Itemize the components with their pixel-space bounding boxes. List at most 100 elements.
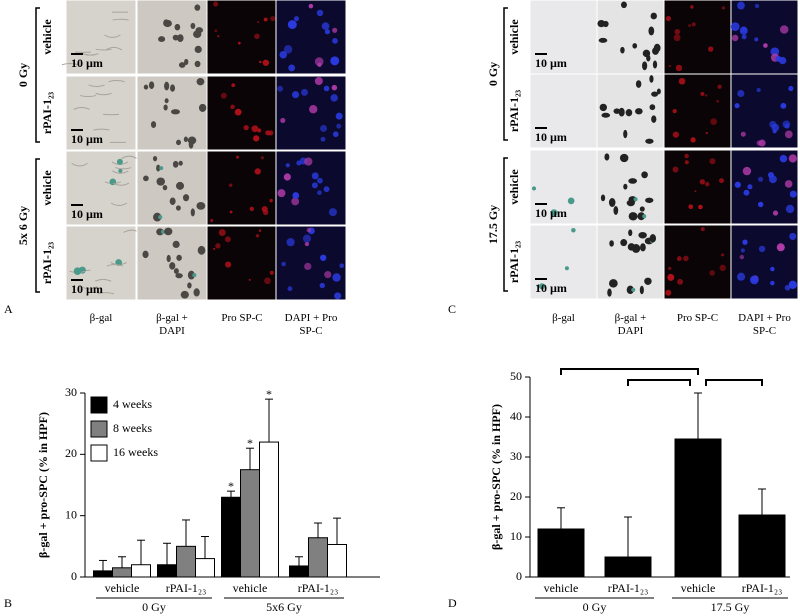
panel-letter: D <box>448 596 457 610</box>
nucleus <box>172 160 179 168</box>
dapi-signal <box>757 201 764 208</box>
dapi-signal <box>308 3 314 9</box>
nucleus <box>648 26 655 36</box>
group-label: 0 Gy <box>583 600 607 614</box>
dapi-signal <box>731 34 739 42</box>
dapi-signal <box>740 248 745 253</box>
nucleus <box>150 121 157 128</box>
column-label: β-gal + DAPI <box>156 312 188 337</box>
bar <box>131 564 151 578</box>
nucleus <box>623 183 628 190</box>
prospc-signal <box>717 84 722 89</box>
bgal-stain <box>571 227 576 233</box>
legend-label: 8 weeks <box>113 421 152 435</box>
group-label: 17.5 Gy <box>711 600 750 614</box>
cell-outline <box>104 34 121 38</box>
dapi-signal <box>747 184 753 190</box>
cell-outline <box>93 128 110 131</box>
bar <box>604 556 652 578</box>
y-tick-label: 20 <box>65 446 77 460</box>
bar <box>308 537 328 578</box>
prospc-signal <box>234 108 242 116</box>
nucleus <box>618 107 625 117</box>
prospc-signal <box>217 35 220 38</box>
prospc-signal <box>269 270 274 275</box>
dapi-signal <box>776 243 785 252</box>
prospc-signal <box>704 181 710 187</box>
dapi-signal <box>784 130 793 139</box>
bar <box>327 543 347 578</box>
dapi-signal <box>769 120 777 128</box>
prospc-signal <box>213 247 216 250</box>
dapi-signal <box>292 91 300 99</box>
nucleus <box>190 22 196 30</box>
dapi-signal <box>730 22 740 32</box>
dapi-signal <box>739 26 748 35</box>
dapi-signal <box>279 51 287 59</box>
nucleus <box>194 45 202 54</box>
nucleus <box>194 4 201 11</box>
prospc-signal <box>665 15 671 22</box>
micrograph <box>65 75 137 151</box>
cell-outline <box>106 264 124 267</box>
nucleus <box>620 1 627 9</box>
dapi-signal <box>331 84 338 91</box>
column-label: β-gal <box>552 312 575 324</box>
nucleus <box>626 285 634 295</box>
dapi-signal <box>734 181 741 188</box>
nucleus <box>156 228 164 236</box>
dapi-signal <box>778 56 787 65</box>
cell-outline <box>112 18 129 21</box>
x-tick-label: vehicle <box>544 581 579 595</box>
nucleus <box>639 285 644 295</box>
dapi-signal <box>283 45 293 54</box>
prospc-signal <box>230 104 235 110</box>
micrograph <box>529 0 598 75</box>
nucleus <box>188 139 194 149</box>
prospc-signal <box>243 124 249 131</box>
dapi-signal <box>737 1 745 10</box>
dapi-signal <box>314 77 323 86</box>
bgal-stain <box>550 209 558 217</box>
prospc-signal <box>721 253 725 257</box>
cell-outline <box>79 95 97 98</box>
dapi-signal <box>311 182 318 189</box>
bar <box>240 469 260 578</box>
prospc-signal <box>708 46 714 52</box>
nucleus <box>600 194 606 202</box>
dapi-signal <box>770 47 780 57</box>
scale-bar-label: 10 µm <box>71 207 103 221</box>
prospc-signal <box>672 166 679 173</box>
prospc-signal <box>258 229 262 232</box>
dapi-signal <box>277 189 286 198</box>
nucleus <box>169 197 176 205</box>
nucleus <box>637 212 646 221</box>
nucleus <box>631 244 641 253</box>
dapi-signal <box>756 140 762 146</box>
x-tick-label: rPAI-1₂₃ <box>608 581 649 595</box>
dapi-signal <box>737 272 746 281</box>
cell-outline <box>97 292 115 295</box>
nucleus <box>620 46 625 54</box>
dapi-signal <box>320 136 326 142</box>
prospc-signal <box>213 1 219 7</box>
nucleus <box>649 104 656 111</box>
row-label: vehicle <box>40 19 54 55</box>
cell-outline <box>80 286 98 290</box>
y-tick-label: 0 <box>516 569 522 583</box>
dapi-signal <box>316 9 324 17</box>
x-tick-label: rPAI-1₂₃ <box>742 581 783 595</box>
prospc-signal <box>269 198 273 203</box>
group-bracket <box>35 7 40 143</box>
cell-outline <box>73 106 90 110</box>
cell-outline <box>71 162 88 167</box>
dapi-signal <box>304 157 313 166</box>
prospc-signal <box>667 273 675 281</box>
bgal-stain <box>564 266 569 271</box>
group-label: 0 Gy <box>142 600 166 614</box>
dapi-signal <box>328 208 337 217</box>
dapi-signal <box>323 85 330 92</box>
bgal-stain <box>538 283 546 290</box>
nucleus <box>184 58 189 65</box>
